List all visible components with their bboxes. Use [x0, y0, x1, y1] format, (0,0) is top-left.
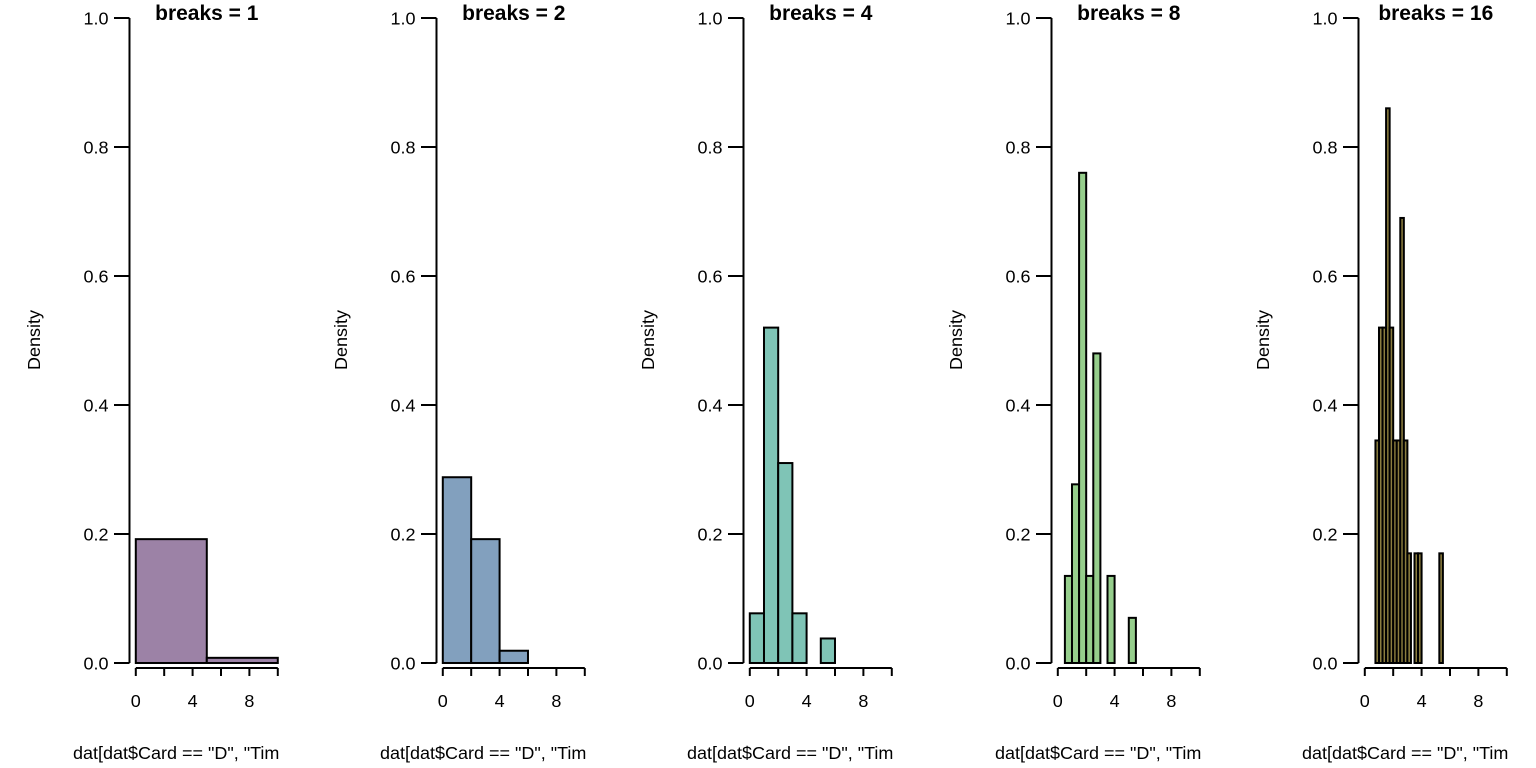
x-tick-label: 8 [552, 691, 562, 711]
y-axis-title: Density [946, 310, 966, 370]
histogram-bar [498, 649, 530, 664]
histogram-bar [791, 612, 808, 664]
histogram-bar [1063, 574, 1073, 664]
histogram-plot: 0.0 0.2 0.4 0.6 0.8 1.0 0 4 8 breaks = 2 Density da… [331, 2, 586, 763]
y-tick-label: 0.6 [391, 267, 416, 287]
histogram-bar [1077, 171, 1087, 664]
x-tick-label: 4 [1109, 691, 1119, 711]
histogram-bar [1106, 574, 1116, 664]
y-tick-label: 0.2 [83, 524, 108, 544]
histogram-plot: 0.0 0.2 0.4 0.6 0.8 1.0 0 4 8 breaks = 8 Density da… [946, 2, 1201, 763]
y-tick-label: 0.4 [1312, 395, 1337, 415]
panel-breaks-16: 0.0 0.2 0.4 0.6 0.8 1.0 0 4 8 breaks = 16 Density d… [1229, 0, 1536, 768]
histogram-bar [763, 326, 780, 664]
y-tick-label: 0.0 [1005, 653, 1030, 673]
histogram-bar [749, 612, 766, 664]
y-tick-label: 0.8 [698, 138, 723, 158]
histogram-bar [470, 538, 501, 664]
x-tick-label: 0 [1360, 691, 1370, 711]
histogram-bar [1406, 552, 1412, 664]
x-tick-label: 8 [1166, 691, 1176, 711]
y-axis-title: Density [24, 310, 44, 370]
histogram-bar [1091, 352, 1101, 664]
x-tick-label: 0 [745, 691, 755, 711]
histogram-bar [820, 637, 837, 664]
y-tick-label: 1.0 [391, 9, 416, 29]
y-tick-label: 0.2 [698, 524, 723, 544]
histogram-bar [205, 656, 279, 664]
histogram-bar [1416, 552, 1423, 664]
y-axis-title: Density [331, 310, 351, 370]
histogram-bar [777, 462, 794, 664]
y-tick-label: 0.6 [698, 267, 723, 287]
panel-breaks-2: 0.0 0.2 0.4 0.6 0.8 1.0 0 4 8 breaks = 2 Density da… [307, 0, 614, 768]
x-axis-title: dat[dat$Card == "D", "Tim [1302, 743, 1508, 763]
x-tick-label: 8 [1473, 691, 1483, 711]
panel-title: breaks = 8 [1077, 2, 1181, 25]
x-axis-title: dat[dat$Card == "D", "Tim [380, 743, 586, 763]
y-tick-label: 0.6 [1005, 267, 1030, 287]
panel-title: breaks = 2 [462, 2, 565, 25]
x-axis-title: dat[dat$Card == "D", "Tim [73, 743, 279, 763]
histogram-bar [441, 476, 473, 664]
y-tick-label: 0.2 [1005, 524, 1030, 544]
panel-breaks-1: 0.0 0.2 0.4 0.6 0.8 1.0 0 4 8 breaks = 1 Density da… [0, 0, 307, 768]
histogram-plot: 0.0 0.2 0.4 0.6 0.8 1.0 0 4 8 breaks = 4 Density da… [638, 2, 893, 763]
y-tick-label: 0.0 [391, 653, 416, 673]
y-tick-label: 0.4 [1005, 395, 1030, 415]
x-tick-label: 4 [188, 691, 198, 711]
histogram-plot: 0.0 0.2 0.4 0.6 0.8 1.0 0 4 8 breaks = 16 Density d… [1253, 2, 1508, 763]
y-axis-title: Density [1253, 310, 1273, 370]
y-tick-label: 0.8 [1005, 138, 1030, 158]
y-tick-label: 0.6 [83, 267, 108, 287]
y-tick-label: 0.2 [1312, 524, 1337, 544]
x-axis-title: dat[dat$Card == "D", "Tim [687, 743, 893, 763]
panel-title: breaks = 4 [770, 2, 874, 25]
histogram-bar [1402, 439, 1409, 664]
y-tick-label: 0.4 [391, 395, 416, 415]
x-axis-title: dat[dat$Card == "D", "Tim [995, 743, 1201, 763]
y-tick-label: 1.0 [1005, 9, 1030, 29]
histogram-bar [1127, 616, 1137, 664]
x-tick-label: 0 [1052, 691, 1062, 711]
y-tick-label: 1.0 [83, 9, 108, 29]
panel-breaks-4: 0.0 0.2 0.4 0.6 0.8 1.0 0 4 8 breaks = 4 Density da… [614, 0, 921, 768]
x-tick-label: 4 [1416, 691, 1426, 711]
x-tick-label: 0 [438, 691, 448, 711]
y-tick-label: 1.0 [1312, 9, 1337, 29]
panel-title: breaks = 16 [1378, 2, 1493, 25]
histogram-bar [1070, 483, 1080, 664]
x-tick-label: 8 [859, 691, 869, 711]
y-tick-label: 0.4 [83, 395, 108, 415]
histogram-plot: 0.0 0.2 0.4 0.6 0.8 1.0 0 4 8 breaks = 1 Density da… [24, 2, 279, 763]
x-tick-label: 4 [495, 691, 505, 711]
y-tick-label: 0.0 [83, 653, 108, 673]
x-tick-label: 0 [131, 691, 141, 711]
y-tick-label: 0.2 [391, 524, 416, 544]
y-tick-label: 0.8 [1312, 138, 1337, 158]
histogram-bar [1438, 552, 1444, 664]
histogram-bar [1084, 574, 1094, 664]
y-tick-label: 0.8 [391, 138, 416, 158]
x-tick-label: 4 [802, 691, 812, 711]
histogram-bar [134, 538, 208, 664]
y-tick-label: 0.4 [698, 395, 723, 415]
panel-title: breaks = 1 [155, 2, 259, 25]
y-tick-label: 1.0 [698, 9, 723, 29]
y-tick-label: 0.6 [1312, 267, 1337, 287]
y-tick-label: 0.0 [1312, 653, 1337, 673]
x-tick-label: 8 [244, 691, 254, 711]
panel-breaks-8: 0.0 0.2 0.4 0.6 0.8 1.0 0 4 8 breaks = 8 Density da… [922, 0, 1229, 768]
y-tick-label: 0.8 [83, 138, 108, 158]
y-tick-label: 0.0 [698, 653, 723, 673]
y-axis-title: Density [638, 310, 658, 370]
